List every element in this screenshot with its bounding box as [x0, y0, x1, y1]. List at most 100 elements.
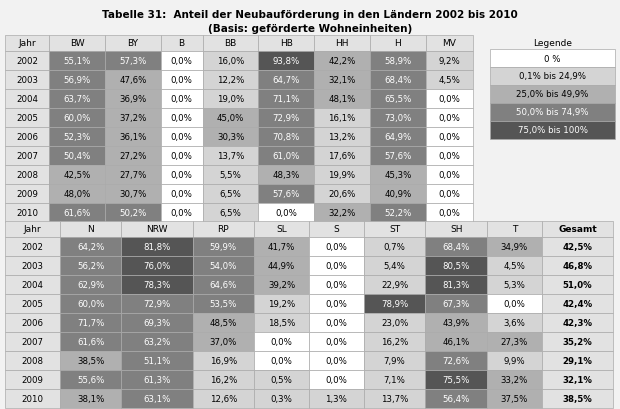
Bar	[542, 370, 613, 389]
Bar	[254, 256, 309, 275]
Bar	[314, 147, 370, 166]
Bar	[259, 147, 314, 166]
Text: 0,0%: 0,0%	[326, 280, 347, 289]
Text: (Basis: geförderte Wohneinheiten): (Basis: geförderte Wohneinheiten)	[208, 24, 412, 34]
Text: 37,0%: 37,0%	[210, 337, 237, 346]
Text: 16,1%: 16,1%	[329, 114, 356, 123]
Text: 64,9%: 64,9%	[384, 133, 412, 142]
Text: 37,5%: 37,5%	[501, 394, 528, 403]
Bar	[309, 221, 364, 237]
Text: 78,9%: 78,9%	[381, 299, 408, 308]
Text: 19,9%: 19,9%	[329, 171, 356, 180]
Bar	[5, 332, 60, 351]
Bar	[487, 237, 542, 256]
Bar	[426, 166, 473, 184]
Bar	[425, 389, 487, 408]
Bar	[487, 351, 542, 370]
Text: 48,3%: 48,3%	[273, 171, 300, 180]
Text: 39,2%: 39,2%	[268, 280, 295, 289]
Bar	[490, 104, 615, 122]
Bar	[426, 52, 473, 71]
Text: 0,0%: 0,0%	[170, 57, 193, 66]
Bar	[5, 389, 60, 408]
Text: 2002: 2002	[16, 57, 38, 66]
Bar	[309, 313, 364, 332]
Text: 35,2%: 35,2%	[562, 337, 592, 346]
Bar	[426, 204, 473, 222]
Text: 0,0%: 0,0%	[326, 299, 347, 308]
Text: 2004: 2004	[16, 95, 38, 104]
Text: 27,2%: 27,2%	[119, 152, 146, 161]
Bar	[314, 109, 370, 128]
Text: 48,5%: 48,5%	[210, 318, 237, 327]
Bar	[5, 128, 49, 147]
Text: 42,2%: 42,2%	[329, 57, 356, 66]
Bar	[425, 275, 487, 294]
Text: 51,1%: 51,1%	[143, 356, 170, 365]
Bar	[49, 71, 105, 90]
Bar	[49, 166, 105, 184]
Bar	[425, 332, 487, 351]
Text: 50,2%: 50,2%	[119, 209, 146, 218]
Text: 50,0% bis 74,9%: 50,0% bis 74,9%	[516, 108, 589, 117]
Text: 0,0%: 0,0%	[170, 171, 193, 180]
Bar	[122, 275, 193, 294]
Bar	[254, 389, 309, 408]
Text: 27,7%: 27,7%	[119, 171, 146, 180]
Bar	[49, 204, 105, 222]
Text: 58,9%: 58,9%	[384, 57, 412, 66]
Bar	[203, 71, 259, 90]
Bar	[161, 184, 203, 204]
Bar	[5, 351, 60, 370]
Bar	[161, 166, 203, 184]
Text: 25,0% bis 49,9%: 25,0% bis 49,9%	[516, 90, 588, 99]
Bar	[259, 109, 314, 128]
Bar	[364, 313, 425, 332]
Text: 76,0%: 76,0%	[143, 261, 170, 270]
Text: 34,9%: 34,9%	[501, 243, 528, 252]
Text: 18,5%: 18,5%	[268, 318, 295, 327]
Bar	[105, 90, 161, 109]
Bar	[254, 221, 309, 237]
Bar	[542, 221, 613, 237]
Text: N: N	[87, 225, 94, 234]
Text: 2003: 2003	[16, 76, 38, 85]
Text: 45,0%: 45,0%	[217, 114, 244, 123]
Text: 0,0%: 0,0%	[170, 209, 193, 218]
Text: 2005: 2005	[16, 114, 38, 123]
Text: 0,5%: 0,5%	[271, 375, 293, 384]
Text: 81,3%: 81,3%	[443, 280, 470, 289]
Text: 0 %: 0 %	[544, 54, 560, 63]
Bar	[314, 36, 370, 52]
Bar	[60, 237, 122, 256]
Text: H: H	[394, 39, 401, 48]
Bar	[60, 332, 122, 351]
Bar	[259, 52, 314, 71]
Bar	[487, 256, 542, 275]
Text: 2006: 2006	[21, 318, 43, 327]
Bar	[60, 389, 122, 408]
Bar	[193, 294, 254, 313]
Text: 3,6%: 3,6%	[503, 318, 525, 327]
Text: 57,6%: 57,6%	[273, 189, 300, 198]
Bar	[5, 294, 60, 313]
Bar	[364, 294, 425, 313]
Bar	[105, 109, 161, 128]
Bar	[5, 313, 60, 332]
Bar	[490, 122, 615, 139]
Text: 0,3%: 0,3%	[271, 394, 293, 403]
Bar	[425, 221, 487, 237]
Text: 42,4%: 42,4%	[562, 299, 593, 308]
Bar	[364, 221, 425, 237]
Text: 44,9%: 44,9%	[268, 261, 295, 270]
Bar	[203, 166, 259, 184]
Bar	[193, 275, 254, 294]
Text: 2009: 2009	[16, 189, 38, 198]
Text: 9,9%: 9,9%	[503, 356, 525, 365]
Text: 36,1%: 36,1%	[119, 133, 146, 142]
Bar	[259, 36, 314, 52]
Text: 60,0%: 60,0%	[63, 114, 91, 123]
Bar	[314, 71, 370, 90]
Text: 2007: 2007	[16, 152, 38, 161]
Text: 27,3%: 27,3%	[501, 337, 528, 346]
